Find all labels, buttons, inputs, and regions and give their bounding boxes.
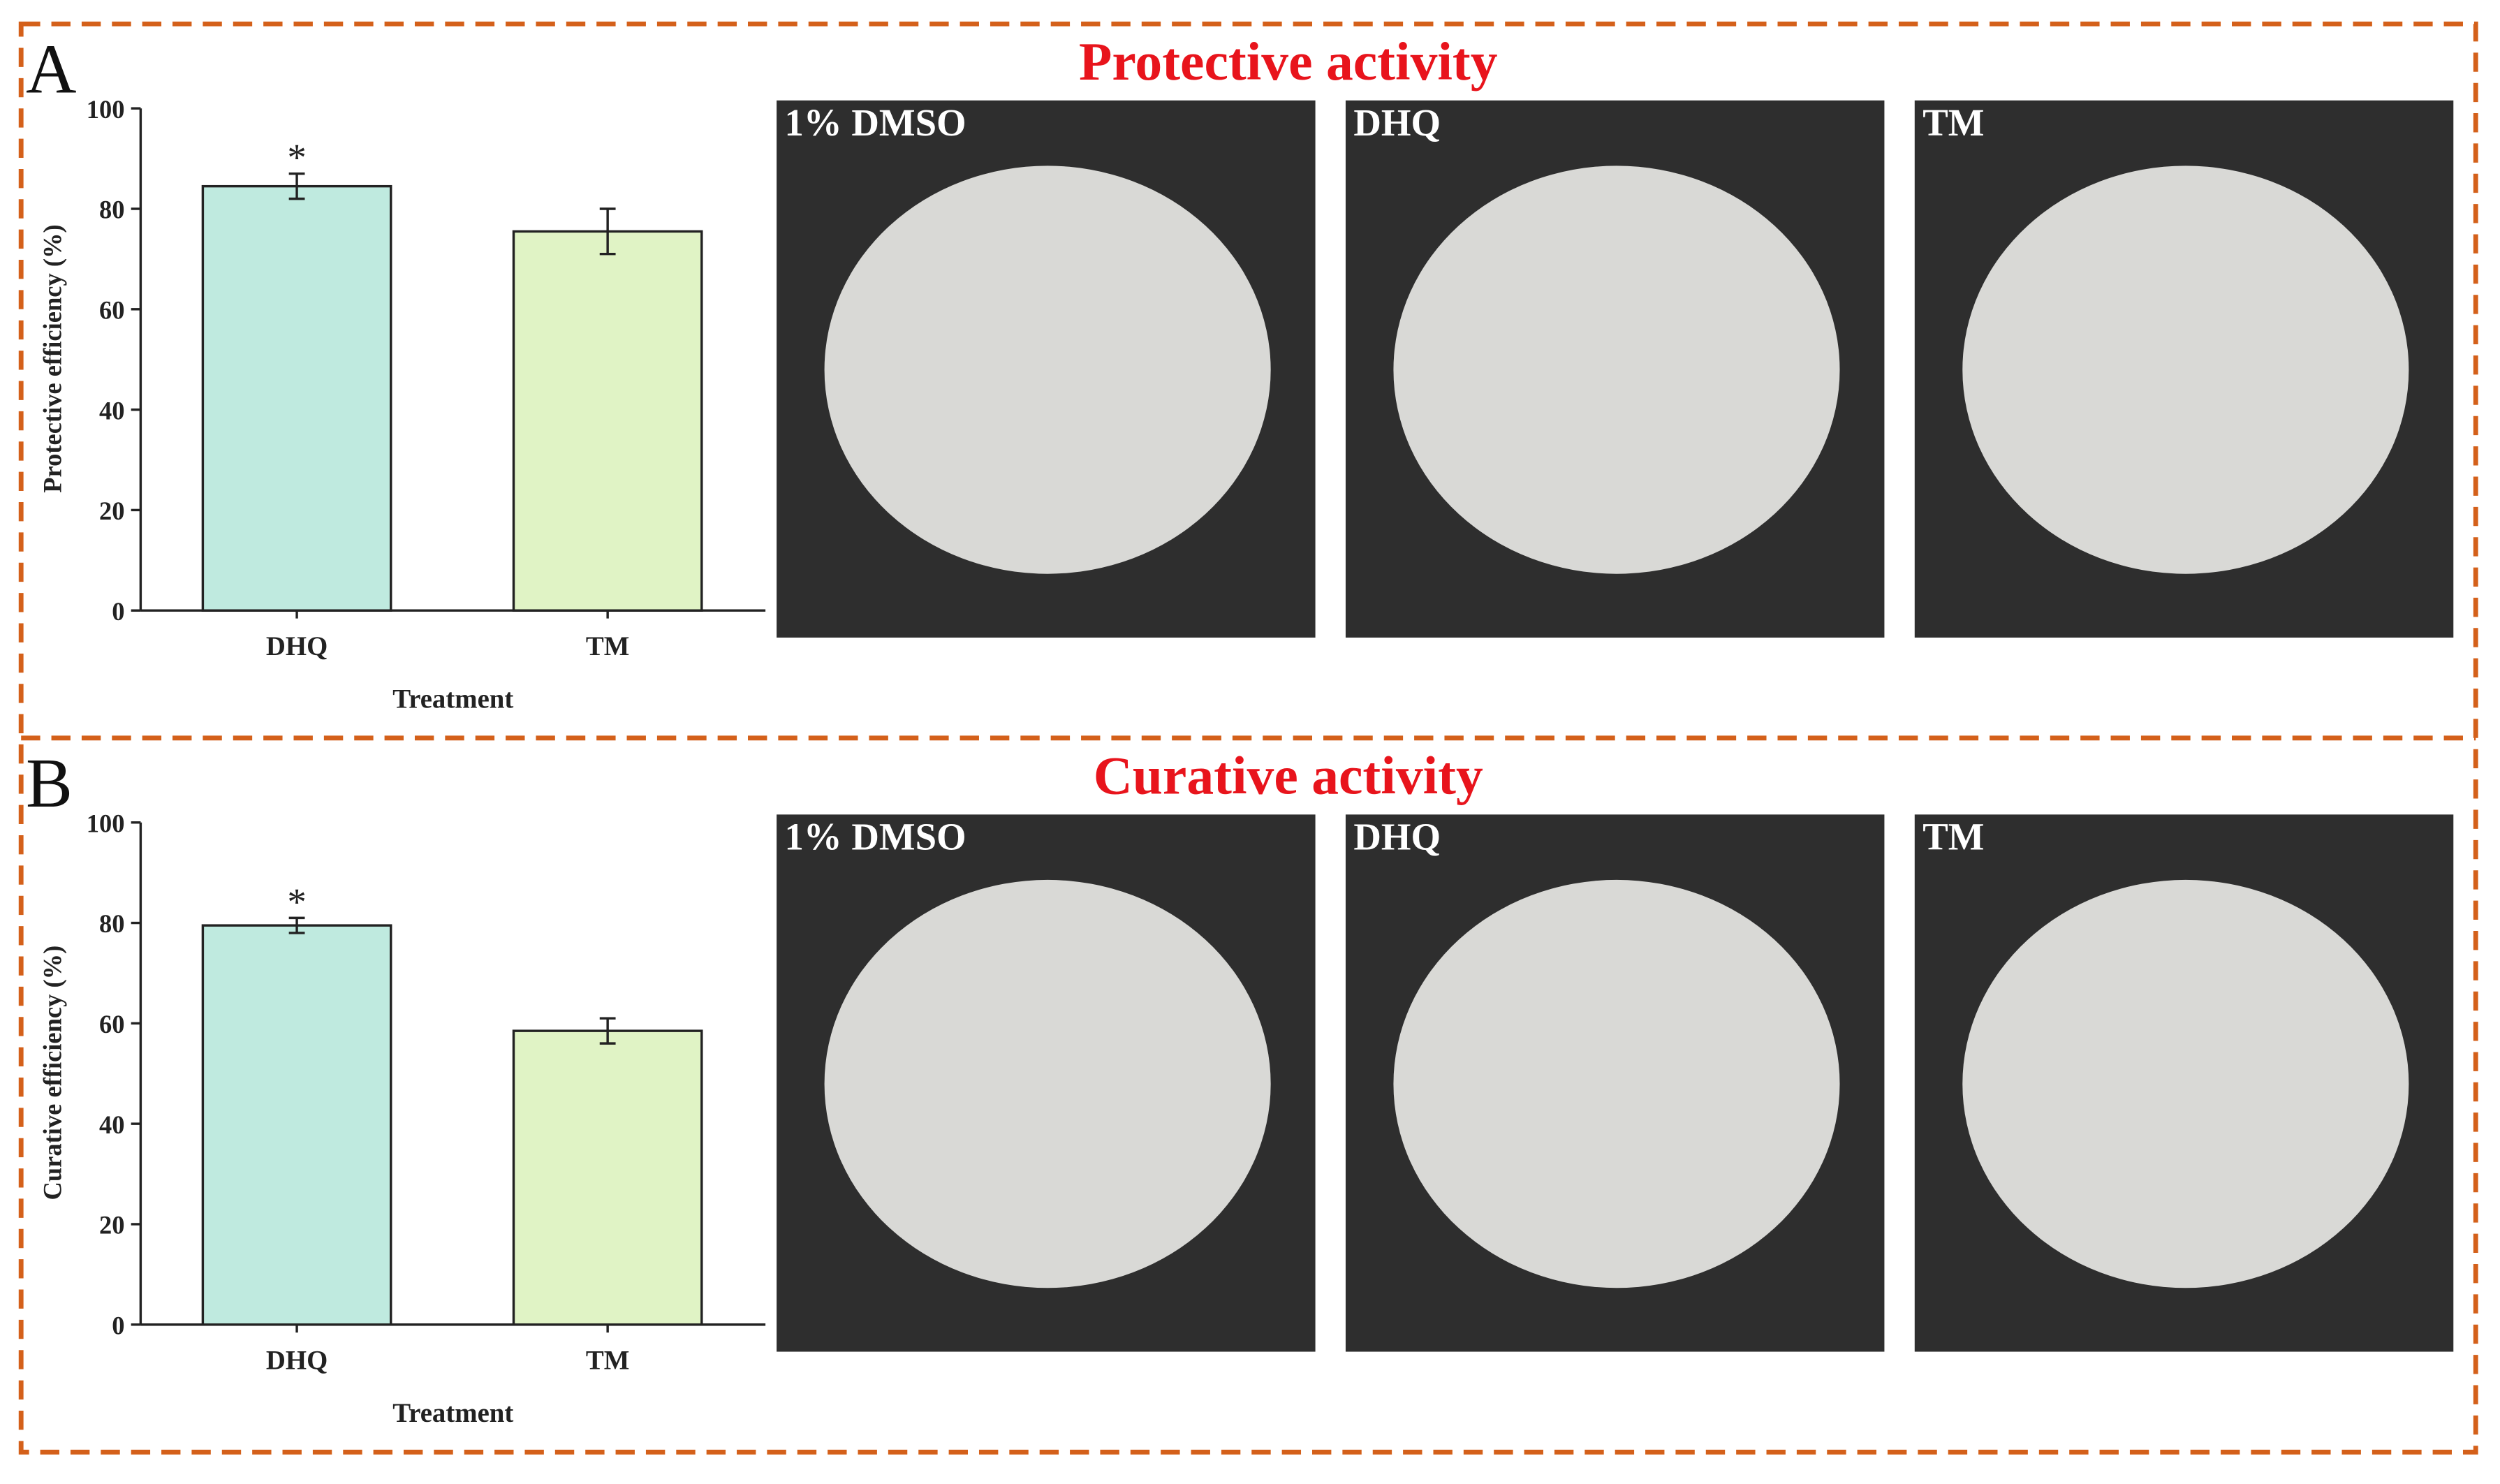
y-tick-label: 60 (99, 1010, 124, 1038)
x-axis-label: Treatment (392, 1398, 513, 1428)
photo-sample (824, 879, 1271, 1288)
photo-sample (1962, 166, 2409, 574)
y-tick-label: 20 (99, 497, 124, 525)
photo-label: DHQ (1353, 816, 1441, 858)
y-tick-label: 0 (112, 597, 124, 626)
panel: A Protective activity 0 20 40 60 80 100 Protecti… (26, 30, 2454, 714)
x-tick-label: TM (586, 631, 630, 661)
photo-sample (824, 166, 1271, 574)
bar (201, 924, 392, 1326)
y-tick-label: 100 (87, 95, 125, 124)
panel-label: A (26, 30, 77, 108)
photo-label: TM (1922, 101, 1984, 144)
y-axis-label: Protective efficiency (%) (38, 224, 66, 492)
y-tick-label: 0 (112, 1311, 124, 1339)
panel-title: Curative activity (1094, 746, 1483, 806)
photo-label: DHQ (1353, 101, 1441, 144)
x-tick-label: DHQ (266, 1346, 328, 1376)
y-tick-label: 40 (99, 1110, 124, 1139)
x-tick-label: DHQ (266, 631, 328, 661)
panel-title: Protective activity (1079, 31, 1498, 91)
significance-mark: * (287, 136, 306, 179)
photo-label: 1% DMSO (785, 101, 966, 144)
bar (512, 1029, 703, 1326)
y-tick-label: 40 (99, 396, 124, 425)
bar (201, 184, 392, 612)
y-tick-label: 80 (99, 909, 124, 938)
significance-mark: * (287, 881, 306, 923)
y-tick-label: 100 (87, 809, 125, 837)
photo-sample (1962, 879, 2409, 1288)
photo-label: 1% DMSO (785, 816, 966, 858)
panel-label: B (26, 744, 73, 822)
y-tick-label: 80 (99, 196, 124, 224)
bar (512, 230, 703, 612)
photo-sample (1393, 879, 1840, 1288)
panel: B Curative activity 0 20 40 60 80 100 Curative e… (26, 744, 2454, 1428)
y-axis-label: Curative efficiency (%) (38, 946, 66, 1200)
y-tick-label: 20 (99, 1211, 124, 1240)
photo-label: TM (1922, 816, 1984, 858)
photo-sample (1393, 166, 1840, 574)
y-tick-label: 60 (99, 295, 124, 324)
x-tick-label: TM (586, 1346, 630, 1376)
x-axis-label: Treatment (392, 684, 513, 714)
